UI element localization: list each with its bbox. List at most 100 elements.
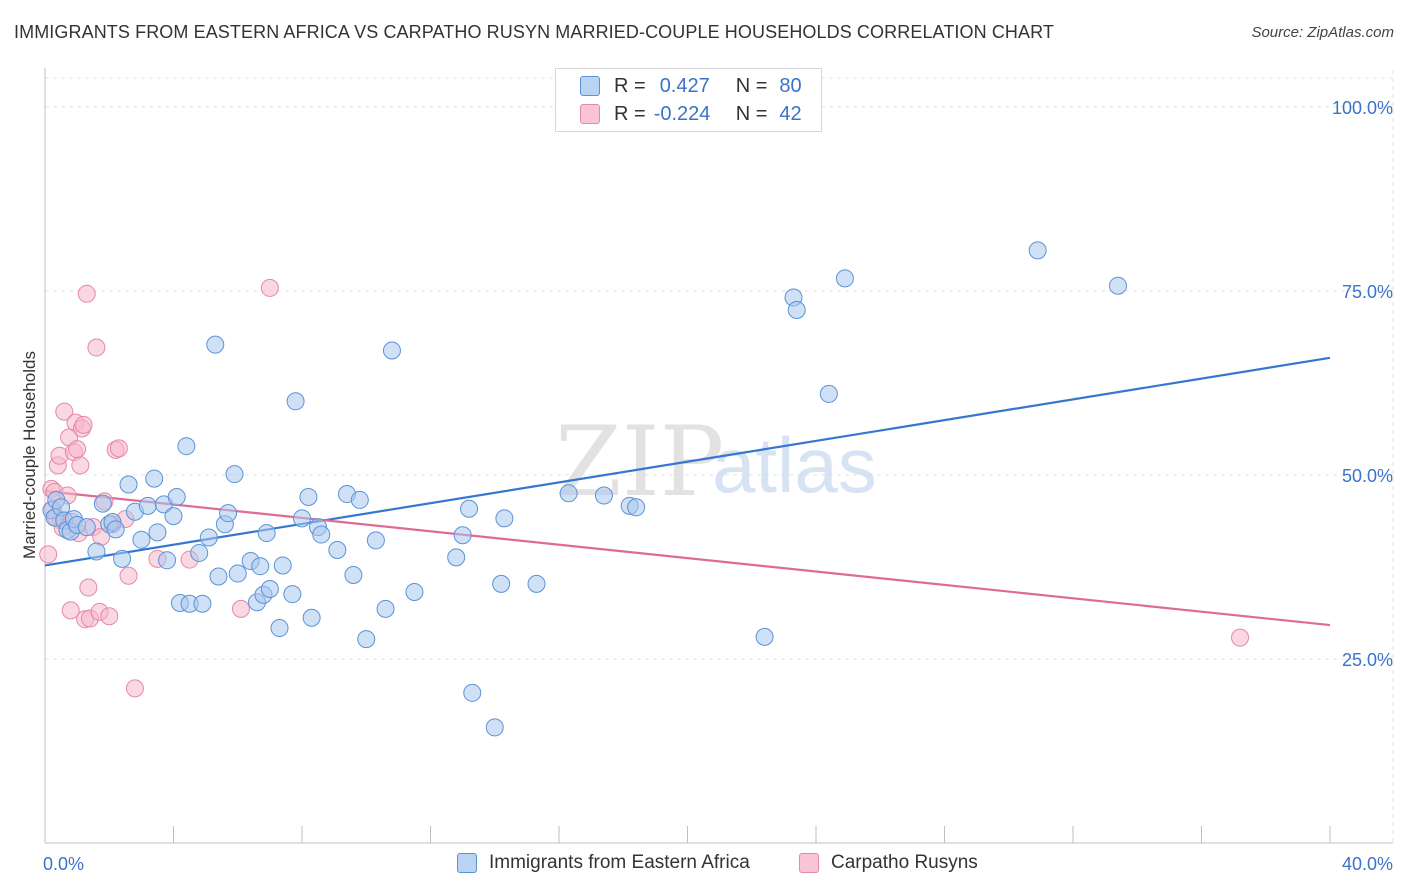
point-blue-74: [755, 627, 774, 646]
point-blue-18: [132, 530, 151, 549]
legend: R = 0.427 N = 80 R = -0.224 N = 42: [555, 68, 822, 132]
point-blue-20: [145, 469, 164, 488]
point-pink-41: [1231, 628, 1250, 647]
point-blue-46: [283, 585, 302, 604]
point-blue-14: [106, 520, 125, 539]
point-blue-27: [177, 437, 196, 456]
point-blue-33: [209, 567, 228, 586]
legend-n-value-pink: 42: [779, 102, 802, 125]
point-blue-50: [302, 608, 321, 627]
point-blue-10: [87, 542, 106, 561]
point-blue-58: [366, 531, 385, 550]
point-blue-24: [164, 507, 183, 526]
legend-swatch-blue: [580, 76, 600, 96]
point-pink-40: [260, 278, 279, 297]
point-pink-35: [119, 566, 138, 585]
x-tick-label-max: 40.0%: [1342, 854, 1393, 874]
point-blue-60: [382, 341, 401, 360]
legend-r-label: R =: [614, 74, 646, 97]
point-pink-12: [61, 601, 80, 620]
point-blue-79: [1028, 241, 1047, 260]
y-tick-label-1: 50.0%: [1342, 466, 1393, 486]
trend-line-blue: [44, 356, 1331, 567]
bottom-legend-swatch-blue: [457, 853, 477, 873]
x-tick-label-min: 0.0%: [43, 854, 84, 874]
point-blue-77: [819, 384, 838, 403]
point-blue-64: [460, 499, 479, 518]
point-pink-20: [74, 415, 93, 434]
y-tick-label-0: 25.0%: [1342, 650, 1393, 670]
point-blue-23: [158, 551, 177, 570]
bottom-legend-blue: Immigrants from Eastern Africa: [457, 852, 750, 874]
point-blue-30: [193, 594, 212, 613]
trend-line-pink: [44, 490, 1331, 627]
point-blue-49: [299, 487, 318, 506]
point-blue-45: [273, 556, 292, 575]
point-blue-67: [492, 574, 511, 593]
legend-n-label: N =: [735, 74, 768, 97]
y-tick-label-3: 100.0%: [1332, 98, 1393, 118]
point-blue-47: [286, 392, 305, 411]
point-blue-69: [527, 574, 546, 593]
point-blue-25: [167, 487, 186, 506]
point-blue-40: [251, 557, 270, 576]
point-pink-26: [87, 338, 106, 357]
legend-n-value-blue: 80: [779, 74, 802, 97]
point-blue-36: [225, 465, 244, 484]
point-blue-70: [559, 484, 578, 503]
points-blue: [42, 241, 1127, 737]
point-blue-31: [199, 528, 218, 547]
point-blue-68: [495, 509, 514, 528]
x-tick-labels: 0.0% 40.0%: [43, 854, 1393, 874]
point-blue-62: [447, 548, 466, 567]
point-blue-15: [113, 549, 132, 568]
point-blue-53: [328, 540, 347, 559]
legend-r-value-blue: 0.427: [659, 74, 710, 97]
point-blue-48: [293, 509, 311, 528]
point-blue-35: [219, 504, 238, 523]
point-blue-55: [344, 566, 363, 585]
point-blue-43: [260, 580, 279, 599]
point-blue-52: [312, 525, 331, 544]
point-blue-44: [270, 619, 289, 638]
point-blue-19: [138, 496, 157, 515]
point-blue-78: [835, 269, 854, 288]
point-blue-29: [190, 543, 209, 562]
watermark: ZIP atlas: [555, 406, 877, 518]
point-pink-16: [68, 440, 87, 459]
point-blue-11: [93, 494, 112, 513]
legend-row-blue: R = 0.427 N = 80: [580, 72, 802, 100]
point-pink-22: [77, 284, 96, 303]
source-label: Source: ZipAtlas.com: [1251, 24, 1394, 41]
point-blue-65: [463, 683, 482, 702]
y-axis-title: Married-couple Households: [20, 351, 39, 559]
point-blue-42: [257, 524, 276, 543]
point-blue-9: [77, 518, 96, 537]
point-blue-32: [206, 335, 225, 354]
bottom-legend-swatch-pink: [799, 853, 819, 873]
legend-swatch-pink: [580, 104, 600, 124]
point-blue-21: [148, 523, 167, 542]
y-tick-labels: 25.0% 50.0% 75.0% 100.0%: [1332, 98, 1393, 670]
point-blue-37: [228, 564, 247, 583]
bottom-legend-label-blue: Immigrants from Eastern Africa: [489, 852, 750, 873]
point-pink-39: [231, 599, 250, 618]
point-pink-9: [55, 402, 74, 421]
point-blue-80: [1108, 276, 1127, 295]
point-blue-59: [376, 599, 395, 618]
point-blue-66: [485, 718, 504, 737]
chart-title: IMMIGRANTS FROM EASTERN AFRICA VS CARPAT…: [14, 22, 1054, 42]
point-blue-61: [405, 582, 424, 601]
point-pink-36: [125, 679, 144, 698]
point-blue-56: [350, 490, 369, 509]
point-blue-57: [357, 630, 376, 649]
point-pink-0: [39, 545, 58, 564]
point-pink-33: [109, 439, 128, 458]
legend-n-label: N =: [735, 102, 768, 125]
point-blue-73: [627, 498, 646, 517]
legend-r-value-pink: -0.224: [653, 102, 711, 125]
point-blue-71: [594, 486, 613, 505]
point-pink-30: [100, 607, 119, 626]
point-pink-18: [71, 456, 90, 475]
